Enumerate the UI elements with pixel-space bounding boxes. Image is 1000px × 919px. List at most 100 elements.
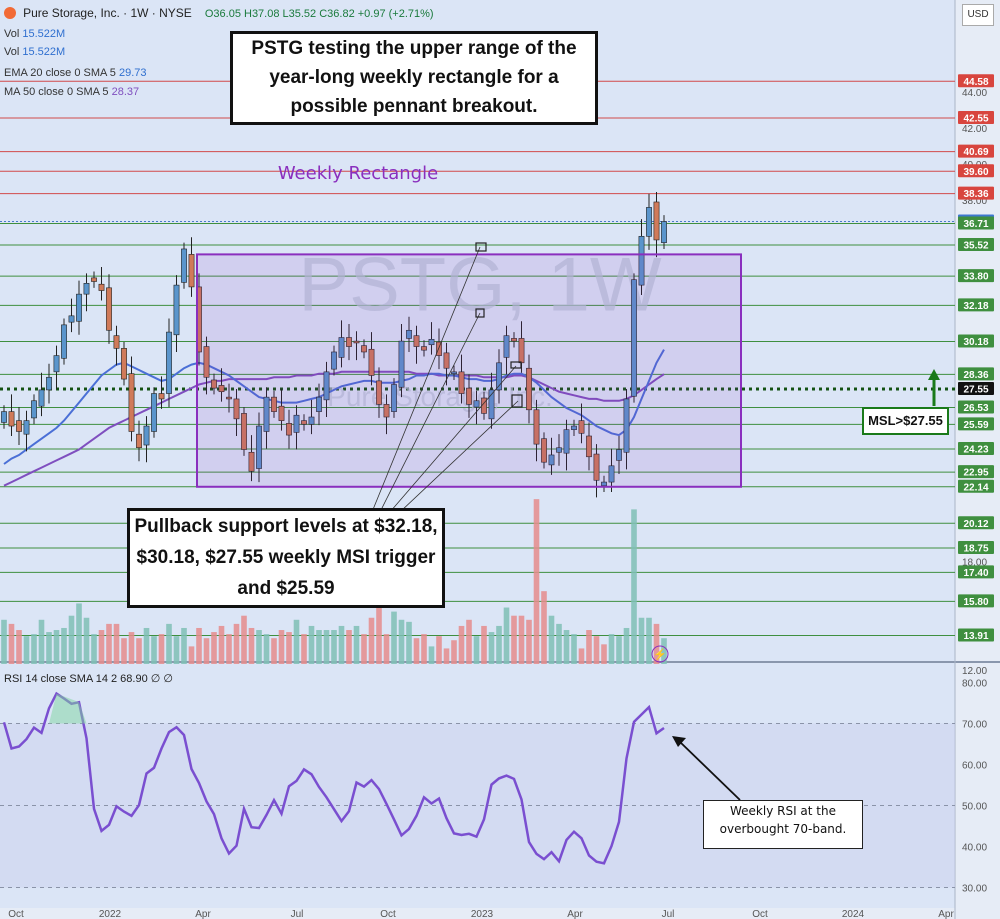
price-level-tag-label: 17.40 <box>963 568 988 579</box>
candle-body <box>601 481 607 486</box>
volume-bar <box>391 611 397 664</box>
candle-body <box>263 396 270 432</box>
price-level-tag-label: 42.55 <box>963 113 988 124</box>
currency-selector[interactable]: USD <box>962 4 994 26</box>
price-level-tag <box>958 367 994 381</box>
volume-bar <box>541 591 547 664</box>
candle-body <box>503 335 510 358</box>
flash-icon: ⚡ <box>653 648 667 661</box>
candle-body <box>533 409 540 445</box>
price-level-tag-label: 25.59 <box>963 420 988 431</box>
price-level-tag <box>958 565 994 579</box>
price-level-tag-label: 15.80 <box>963 597 988 608</box>
rsi-tick-label: 30.00 <box>962 884 987 895</box>
volume-bar <box>398 619 405 664</box>
volume-bar <box>556 623 562 664</box>
time-tick-label: Apr <box>938 909 954 919</box>
price-level-tag-label: 13.91 <box>963 631 988 642</box>
volume-bar <box>143 627 150 664</box>
candle-body <box>128 373 135 432</box>
candle-body <box>293 414 300 433</box>
volume-bar <box>361 634 367 664</box>
volume-bar <box>413 638 420 664</box>
price-axis-bg <box>955 0 1000 919</box>
price-tick-label: 18.00 <box>962 558 987 569</box>
candle-body <box>511 338 517 342</box>
support-leader-line <box>389 365 517 513</box>
volume-bar <box>248 627 255 664</box>
price-tick-label: 12.00 <box>962 666 987 677</box>
price-level-tag-label: 20.12 <box>963 519 988 530</box>
candle-body <box>218 385 225 393</box>
volume-bar <box>653 623 660 664</box>
volume-bar <box>623 627 630 664</box>
volume-bar <box>533 499 540 664</box>
candle-body <box>368 348 375 376</box>
candle-body <box>616 449 622 461</box>
time-tick-label: 2023 <box>471 909 494 919</box>
support-marker-box <box>510 361 522 369</box>
price-level-tag <box>958 541 994 555</box>
support-marker-box <box>475 242 487 252</box>
candle-body <box>458 371 465 394</box>
candle-body <box>631 279 637 397</box>
candle-body <box>136 433 142 449</box>
rsi-line <box>2 691 665 865</box>
time-axis-bg <box>0 908 955 919</box>
candle-body <box>361 345 367 353</box>
volume-bar <box>166 623 172 664</box>
rsi-tick-label: 40.00 <box>962 843 987 854</box>
volume-bar <box>271 638 277 664</box>
candle-body <box>248 451 255 472</box>
volume-bar <box>518 615 525 664</box>
candle-body <box>331 351 337 370</box>
price-tick-label: 44.00 <box>962 88 987 99</box>
price-level-tag-label: 44.58 <box>963 77 988 88</box>
rsi-arrow-head <box>672 736 686 747</box>
volume-bar <box>586 630 592 664</box>
volume-bar <box>68 615 75 664</box>
price-level-tag-label: 39.60 <box>963 167 988 178</box>
ema-value: 29.73 <box>118 67 147 79</box>
volume-bar <box>421 634 427 664</box>
candle-body <box>406 329 412 339</box>
volume-bar <box>211 632 217 664</box>
candle-body <box>398 340 405 388</box>
volume-bar <box>286 632 292 664</box>
volume-bar <box>608 634 615 664</box>
rsi-legend: RSI 14 close SMA 14 2 68.90 ∅ ∅ <box>4 673 173 685</box>
price-level-tag <box>958 417 994 431</box>
candle-body <box>16 420 22 432</box>
rsi-tick-label: 60.00 <box>962 761 987 772</box>
candle-body <box>571 425 577 430</box>
candle-body <box>586 435 592 458</box>
volume-bar <box>316 630 322 664</box>
price-level-tag <box>958 74 994 88</box>
vol-label-1: Vol <box>4 28 20 40</box>
price-level-tag <box>958 479 994 493</box>
volume-bar <box>218 625 225 664</box>
price-level-tag <box>958 298 994 312</box>
candle-body <box>353 340 360 344</box>
msl-arrow-head <box>928 369 940 380</box>
symbol-header: Pure Storage, Inc. · 1W · NYSE O36.05 H3… <box>4 6 434 20</box>
volume-bar <box>188 646 195 664</box>
candle-body <box>473 400 480 408</box>
price-level-tag-label: 27.55 <box>963 385 988 396</box>
volume-bar <box>436 636 442 664</box>
volume-bar <box>428 646 435 664</box>
vol-legend-2: Vol 15.522M <box>4 46 65 58</box>
candle-body <box>526 367 532 411</box>
time-tick-label: Apr <box>195 909 211 919</box>
price-level-tag <box>958 334 994 348</box>
time-tick-label: Oct <box>752 909 768 919</box>
volume-bar <box>76 603 82 664</box>
price-tick-label: 38.00 <box>962 196 987 207</box>
candle-body <box>556 447 562 453</box>
candle-body <box>488 389 495 420</box>
candle-body <box>61 324 67 359</box>
candle-body <box>451 371 457 374</box>
volume-bar <box>511 615 517 664</box>
candle-body <box>226 396 232 400</box>
volume-bar <box>383 634 390 664</box>
